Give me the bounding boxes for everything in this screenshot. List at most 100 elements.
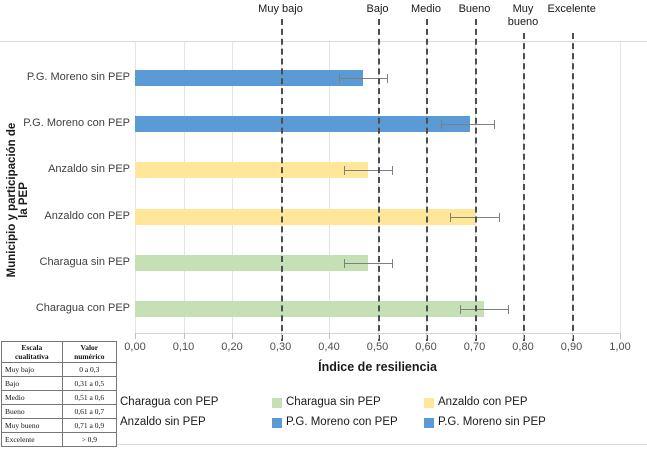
error-bar-cap-low (450, 212, 452, 222)
error-bar (338, 78, 388, 79)
table-row: Bueno 0,61 a 0,7 (1, 404, 118, 419)
x-tick-label: 0,60 (415, 341, 437, 353)
threshold-dashed-line (426, 19, 428, 341)
x-gridline (135, 42, 136, 333)
chart-bar (135, 254, 368, 271)
error-bar-cap-low (343, 166, 345, 176)
x-tick-mark (329, 333, 330, 339)
threshold-label: Medio (411, 3, 441, 15)
threshold-dashed-line (280, 19, 283, 341)
scale-name-cell: Bueno (1, 404, 63, 419)
x-tick-mark (523, 333, 524, 339)
table-row: Muy bueno 0,71 a 0,9 (1, 418, 118, 433)
threshold-label: Muy bajo (258, 3, 303, 15)
x-axis-title: Índice de resiliencia (318, 360, 437, 374)
table-row: Excelente > 0,9 (1, 432, 118, 447)
x-tick-label: 0,00 (124, 341, 146, 353)
x-tick-label: 0,70 (463, 341, 486, 353)
category-label: P.G. Moreno con PEP (23, 117, 130, 130)
table-row: Bajo 0,31 a 0,5 (1, 376, 118, 391)
scale-name-cell: Medio (1, 390, 63, 405)
x-tick-mark (426, 333, 427, 339)
error-bar-cap-high (387, 74, 389, 83)
x-tick-mark (135, 333, 136, 339)
threshold-label: Excelente (547, 3, 596, 15)
threshold-label: Bueno (458, 3, 491, 15)
x-tick-mark (280, 333, 282, 339)
scale-value-cell: > 0,9 (61, 432, 118, 447)
category-label: Anzaldo con PEP (44, 209, 130, 222)
scale-table-header: Escala cualitativa (1, 341, 63, 363)
x-tick-label: 1,00 (609, 341, 631, 353)
x-tick-label: 0,30 (269, 341, 292, 353)
x-tick-label: 0,50 (366, 341, 389, 353)
x-gridline (232, 42, 233, 333)
scale-table-header: Valor numérico (61, 341, 118, 363)
table-row: Medio 0,51 a 0,6 (1, 390, 118, 405)
legend-item-label: Charagua con PEP (120, 396, 219, 408)
scale-name-cell: Muy bajo (1, 362, 63, 377)
error-bar (440, 124, 494, 126)
x-tick-mark (474, 333, 476, 339)
x-tick-mark (620, 333, 621, 339)
x-tick-mark (232, 333, 233, 339)
scale-value-cell: 0,51 a 0,6 (61, 390, 118, 405)
error-bar-cap-low (338, 74, 340, 83)
scale-name-cell: Bajo (1, 376, 63, 391)
error-bar-cap-high (392, 166, 394, 176)
scale-name-cell: Excelente (1, 432, 63, 447)
legend-swatch (272, 418, 282, 428)
threshold-label: Muy bueno (507, 3, 539, 28)
threshold-label: Bajo (366, 3, 389, 15)
error-bar-cap-low (343, 258, 345, 268)
y-axis-title: Municipio y participación de la PEP (6, 122, 30, 278)
scale-table-header-row: Escala cualitativa Valor numérico (1, 341, 118, 363)
legend-item-label: Anzaldo sin PEP (120, 416, 206, 428)
scale-name-cell: Muy bueno (1, 418, 63, 433)
x-tick-mark (571, 333, 573, 339)
x-tick-label: 0,10 (172, 341, 195, 353)
x-tick-label: 0,40 (318, 341, 340, 353)
chart-bar (135, 70, 363, 86)
error-bar (343, 170, 393, 172)
x-tick-label: 0,20 (221, 341, 243, 353)
table-row: Muy bajo 0 a 0,3 (1, 362, 118, 377)
legend-swatch (424, 418, 434, 428)
legend-swatch (424, 398, 434, 408)
category-label: Charagua con PEP (35, 302, 130, 314)
error-bar-cap-high (493, 120, 495, 130)
x-tick-mark (183, 333, 185, 339)
x-tick-label: 0,80 (512, 341, 534, 353)
error-bar-cap-high (392, 258, 394, 268)
error-bar (343, 262, 393, 264)
threshold-dashed-line (571, 33, 574, 341)
category-label: Charagua sin PEP (39, 255, 131, 268)
x-tick-label: 0,90 (560, 341, 583, 353)
scale-table: Escala cualitativa Valor numérico Muy baj… (1, 341, 118, 447)
chart-bar (135, 116, 470, 133)
error-bar-cap-high (508, 305, 510, 314)
chart-bar (135, 301, 485, 317)
scale-value-cell: 0,31 a 0,5 (61, 376, 118, 391)
scale-value-cell: 0,61 a 0,7 (61, 404, 118, 419)
category-label: Anzaldo sin PEP (48, 163, 130, 176)
x-gridline (183, 42, 185, 333)
threshold-dashed-line (474, 19, 477, 341)
scale-value-cell: 0,71 a 0,9 (61, 418, 118, 433)
error-bar-cap-low (440, 120, 442, 130)
legend-item-label: Anzaldo con PEP (438, 396, 528, 408)
threshold-dashed-line (377, 19, 380, 341)
x-gridline (329, 42, 330, 333)
legend-item-label: P.G. Moreno sin PEP (438, 416, 546, 428)
x-gridline (620, 42, 621, 333)
chart-bar (135, 162, 368, 179)
chart-bottom-border (0, 444, 647, 445)
x-tick-mark (377, 333, 379, 339)
error-bar-cap-low (459, 305, 461, 314)
scale-value-cell: 0 a 0,3 (61, 362, 118, 377)
chart-bar (135, 208, 475, 225)
threshold-dashed-line (523, 33, 525, 341)
category-label: P.G. Moreno sin PEP (26, 71, 130, 83)
error-bar-cap-high (498, 212, 500, 222)
